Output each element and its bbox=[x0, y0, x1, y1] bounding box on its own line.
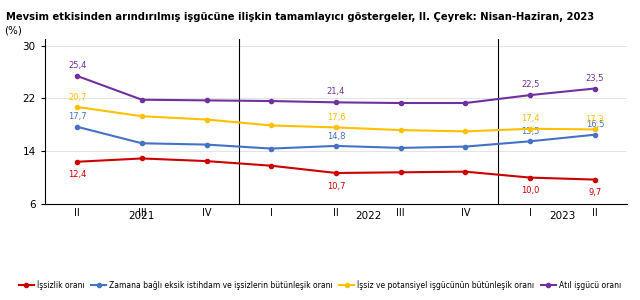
Text: 17,4: 17,4 bbox=[521, 115, 540, 124]
Text: 22,5: 22,5 bbox=[521, 80, 540, 89]
Text: 2021: 2021 bbox=[129, 211, 155, 220]
Text: 9,7: 9,7 bbox=[588, 188, 602, 197]
Text: 10,0: 10,0 bbox=[521, 186, 540, 195]
Text: 23,5: 23,5 bbox=[586, 74, 604, 82]
Text: 10,7: 10,7 bbox=[327, 182, 345, 190]
Text: 12,4: 12,4 bbox=[68, 170, 86, 179]
Text: 17,6: 17,6 bbox=[326, 113, 346, 122]
Text: 25,4: 25,4 bbox=[68, 61, 86, 70]
Text: 20,7: 20,7 bbox=[68, 93, 86, 102]
Text: 16,5: 16,5 bbox=[586, 120, 604, 129]
Text: 17,3: 17,3 bbox=[586, 115, 604, 124]
Text: 2023: 2023 bbox=[549, 211, 575, 220]
Text: 2022: 2022 bbox=[355, 211, 381, 220]
Text: 15,5: 15,5 bbox=[521, 127, 540, 136]
Text: 17,7: 17,7 bbox=[68, 112, 86, 122]
Text: 21,4: 21,4 bbox=[327, 87, 345, 96]
Text: (%): (%) bbox=[4, 26, 22, 36]
Text: Mevsim etkisinden arındırılmış işgücüne ilişkin tamamlayıcı göstergeler, II. Çey: Mevsim etkisinden arındırılmış işgücüne … bbox=[6, 12, 595, 22]
Text: 14,8: 14,8 bbox=[327, 132, 345, 141]
Legend: İşsizlik oranı, Zamana bağlı eksik istihdam ve işsizlerin bütünleşik oranı, İşsi: İşsizlik oranı, Zamana bağlı eksik istih… bbox=[15, 277, 625, 293]
